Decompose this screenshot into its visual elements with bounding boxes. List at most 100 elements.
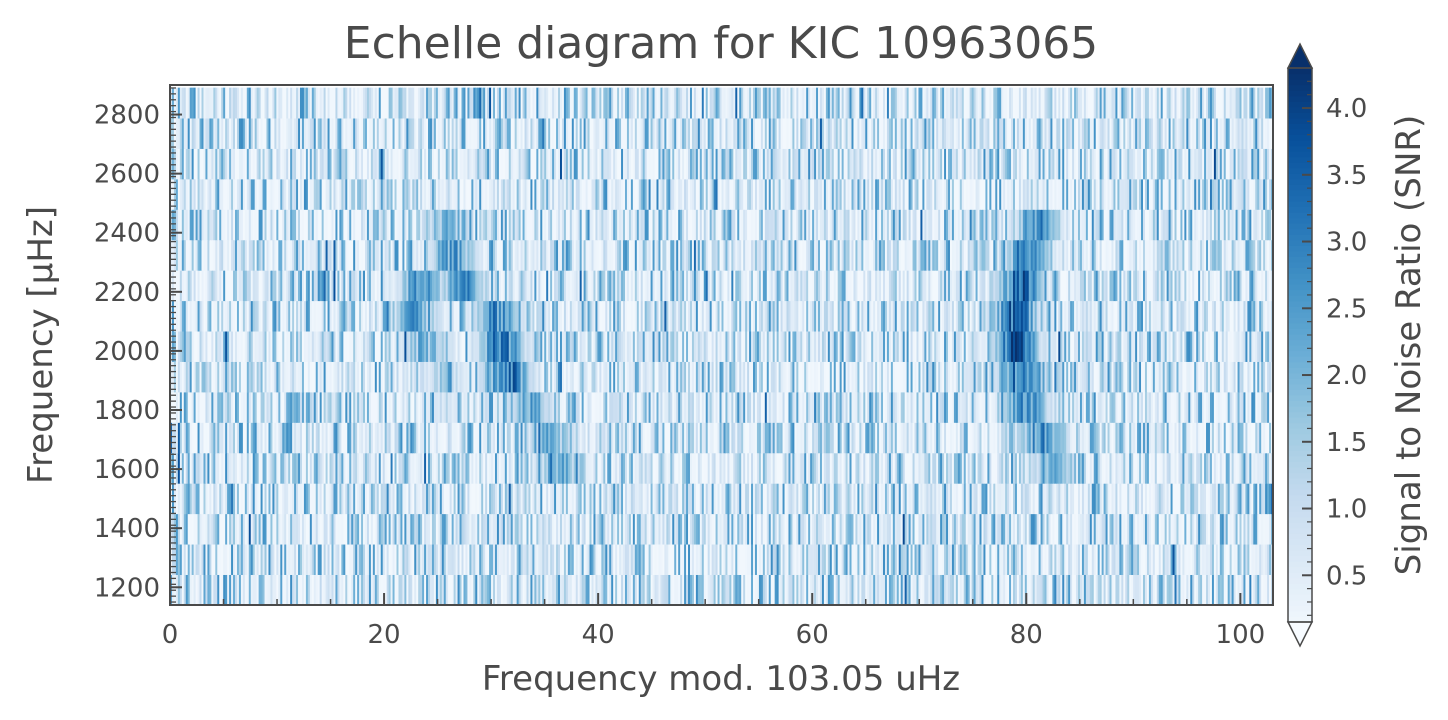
heatmap-cell: [721, 331, 725, 362]
heatmap-cell: [660, 361, 664, 393]
heatmap-cell: [406, 483, 409, 515]
heatmap-cell: [999, 391, 1002, 423]
heatmap-cell: [457, 513, 461, 545]
heatmap-cell: [881, 544, 884, 575]
heatmap-cell: [331, 544, 335, 575]
heatmap-cell: [392, 483, 396, 515]
heatmap-cell: [471, 422, 474, 454]
heatmap-cell: [981, 331, 985, 362]
heatmap-cell: [429, 452, 433, 484]
heatmap-cell: [534, 483, 537, 515]
heatmap-cell: [290, 483, 293, 515]
heatmap-cell: [1225, 452, 1229, 484]
heatmap-cell: [768, 574, 772, 605]
heatmap-cell: [1003, 483, 1006, 515]
heatmap-cell: [494, 391, 498, 423]
heatmap-cell: [774, 422, 778, 454]
heatmap-cell: [242, 574, 246, 605]
heatmap-cell: [623, 331, 626, 362]
heatmap-cell: [1024, 483, 1028, 515]
heatmap-cell: [1235, 452, 1239, 484]
heatmap-cell: [394, 483, 398, 515]
heatmap-cell: [1204, 513, 1207, 545]
heatmap-cell: [364, 331, 368, 362]
heatmap-cell: [558, 544, 561, 575]
heatmap-cell: [465, 483, 469, 515]
heatmap-cell: [376, 544, 380, 575]
heatmap-cell: [689, 574, 693, 605]
heatmap-cell: [1093, 361, 1097, 393]
heatmap-cell: [1255, 574, 1258, 605]
heatmap-cell: [1231, 452, 1235, 484]
heatmap-cell: [366, 391, 370, 423]
heatmap-cell: [583, 483, 587, 515]
heatmap-cell: [345, 513, 348, 545]
heatmap-cell: [453, 331, 457, 362]
heatmap-cell: [1208, 452, 1211, 484]
heatmap-cell: [406, 361, 409, 393]
heatmap-cell: [839, 422, 843, 454]
heatmap-cell: [579, 361, 583, 393]
heatmap-cell: [181, 544, 185, 575]
heatmap-cell: [1255, 513, 1258, 545]
heatmap-cell: [307, 483, 311, 515]
heatmap-cell: [1249, 361, 1252, 393]
heatmap-cell: [713, 574, 717, 605]
heatmap-cell: [404, 574, 407, 605]
heatmap-cell: [459, 483, 463, 515]
heatmap-cell: [363, 361, 366, 393]
heatmap-cell: [731, 391, 734, 423]
heatmap-cell: [709, 544, 713, 575]
heatmap-cell: [1144, 422, 1148, 454]
heatmap-cell: [384, 361, 388, 393]
heatmap-cell: [426, 574, 429, 605]
heatmap-cell: [355, 391, 358, 423]
heatmap-cell: [599, 361, 602, 393]
heatmap-cell: [790, 544, 794, 575]
heatmap-cell: [1143, 452, 1146, 484]
heatmap-cell: [1042, 422, 1046, 454]
heatmap-cell: [798, 483, 801, 515]
heatmap-cell: [201, 391, 205, 423]
heatmap-cell: [274, 361, 277, 393]
heatmap-cell: [666, 331, 669, 362]
heatmap-cell: [258, 391, 262, 423]
heatmap-cell: [231, 452, 234, 484]
heatmap-cell: [1079, 452, 1083, 484]
heatmap-cell: [1239, 544, 1243, 575]
heatmap-cell: [892, 361, 896, 393]
heatmap-cell: [948, 452, 951, 484]
heatmap-cell: [1123, 361, 1126, 393]
heatmap-cell: [556, 483, 559, 515]
heatmap-cell: [981, 391, 985, 423]
heatmap-cell: [1018, 574, 1022, 605]
heatmap-cell: [979, 361, 983, 393]
heatmap-cell: [686, 331, 689, 362]
heatmap-cell: [1168, 331, 1172, 362]
heatmap-cell: [213, 422, 216, 454]
heatmap-cell: [1237, 544, 1241, 575]
heatmap-cell: [1227, 513, 1231, 545]
heatmap-cell: [731, 483, 734, 515]
heatmap-cell: [1146, 391, 1150, 423]
heatmap-cell: [717, 513, 721, 545]
heatmap-cell: [1079, 483, 1083, 515]
heatmap-cell: [973, 422, 977, 454]
heatmap-cell: [173, 331, 177, 362]
heatmap-cell: [544, 391, 547, 423]
heatmap-cell: [1007, 513, 1010, 545]
heatmap-cell: [981, 574, 985, 605]
heatmap-cell: [1066, 331, 1069, 362]
heatmap-cell: [1235, 544, 1239, 575]
heatmap-cell: [561, 574, 565, 605]
heatmap-cell: [997, 452, 1000, 484]
heatmap-cell: [1170, 452, 1174, 484]
heatmap-cell: [993, 452, 996, 484]
heatmap-cell: [363, 574, 366, 605]
heatmap-cell: [656, 452, 660, 484]
heatmap-cell: [890, 513, 894, 545]
heatmap-cell: [932, 452, 935, 484]
heatmap-cell: [823, 361, 827, 393]
heatmap-cell: [1154, 331, 1158, 362]
heatmap-cell: [784, 361, 788, 393]
